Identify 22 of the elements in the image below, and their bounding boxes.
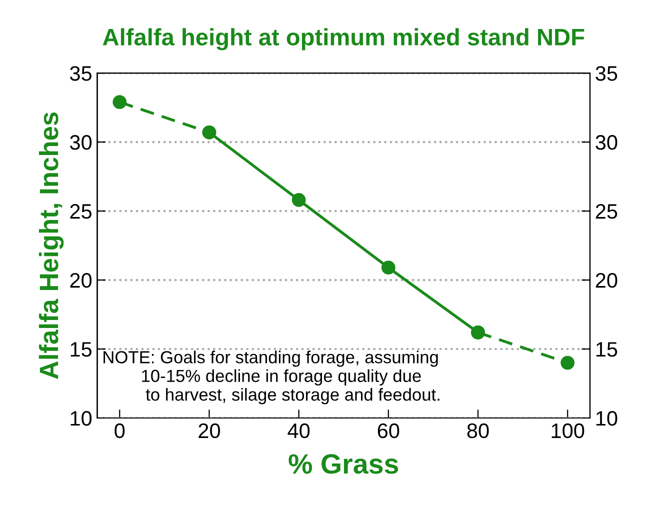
y-tick-label: 25 bbox=[70, 204, 92, 219]
x-tick-label: 60 bbox=[378, 423, 400, 438]
y-tick-label: 15 bbox=[70, 342, 92, 357]
y2-tick-label: 30 bbox=[596, 135, 618, 150]
chart-title: Alfalfa height at optimum mixed stand NDF bbox=[102, 28, 584, 50]
annotation: NOTE: Goals for standing forage, assuming 10-15% decline in forage quality due to harvest, silage storage and feedout. bbox=[104, 350, 440, 404]
x-tick-label: 80 bbox=[467, 423, 489, 438]
y-tick-label: 10 bbox=[70, 411, 92, 426]
y-tick-label: 20 bbox=[70, 273, 92, 288]
y2-tick-label: 15 bbox=[596, 342, 618, 357]
x-tick-label: 0 bbox=[114, 423, 125, 438]
y2-tick-label: 35 bbox=[596, 66, 618, 81]
y2-tick-label: 20 bbox=[596, 273, 618, 288]
y2-tick-label: 10 bbox=[596, 411, 618, 426]
y-axis-title: Alfalfa Height, Inches bbox=[38, 112, 64, 380]
x-tick-label: 40 bbox=[288, 423, 310, 438]
y-tick-label: 35 bbox=[70, 66, 92, 81]
y-tick-label: 30 bbox=[70, 135, 92, 150]
x-tick-label: 20 bbox=[198, 423, 220, 438]
x-tick-label: 100 bbox=[552, 423, 584, 438]
x-axis-title: % Grass bbox=[288, 454, 398, 474]
y2-tick-label: 25 bbox=[596, 204, 618, 219]
